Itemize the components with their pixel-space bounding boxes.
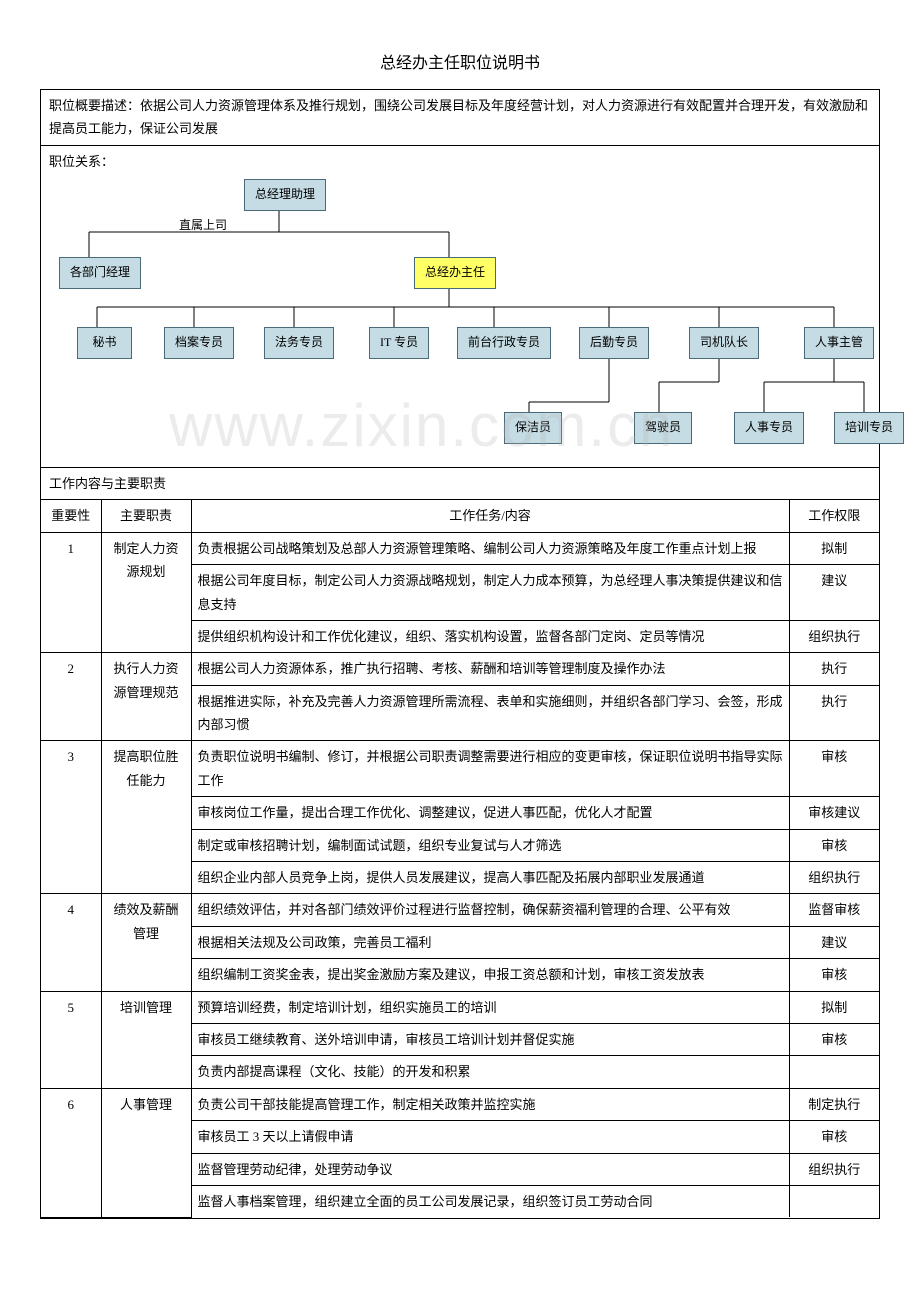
cell-duty: 绩效及薪酬管理 [101, 894, 191, 991]
cell-task: 监督管理劳动纪律，处理劳动争议 [191, 1153, 789, 1185]
cell-task: 组织绩效评估，并对各部门绩效评价过程进行监督控制，确保薪资福利管理的合理、公平有… [191, 894, 789, 926]
table-row: 6人事管理负责公司干部技能提高管理工作，制定相关政策并监控实施制定执行 [41, 1088, 879, 1120]
cell-auth: 审核 [789, 959, 879, 991]
cell-auth: 建议 [789, 926, 879, 958]
node-r3-6: 司机队长 [689, 327, 759, 359]
cell-task: 审核岗位工作量，提出合理工作优化、调整建议，促进人事匹配，优化人才配置 [191, 797, 789, 829]
cell-auth: 审核 [789, 829, 879, 861]
node-r3-0: 秘书 [77, 327, 132, 359]
cell-duty: 提高职位胜任能力 [101, 741, 191, 894]
node-r3-1: 档案专员 [164, 327, 234, 359]
th-priority: 重要性 [41, 500, 101, 532]
cell-priority: 1 [41, 532, 101, 653]
cell-auth: 组织执行 [789, 620, 879, 652]
cell-auth: 拟制 [789, 532, 879, 564]
cell-task: 负责公司干部技能提高管理工作，制定相关政策并监控实施 [191, 1088, 789, 1120]
cell-auth: 执行 [789, 685, 879, 741]
cell-auth: 拟制 [789, 991, 879, 1023]
cell-auth: 执行 [789, 653, 879, 685]
relation-label: 职位关系： [49, 150, 871, 173]
table-row: 2执行人力资源管理规范根据公司人力资源体系，推广执行招聘、考核、薪酬和培训等管理… [41, 653, 879, 685]
duties-table: 重要性 主要职责 工作任务/内容 工作权限 1制定人力资源规划负责根据公司战略策… [41, 500, 879, 1217]
cell-auth: 审核 [789, 741, 879, 797]
cell-auth: 建议 [789, 565, 879, 621]
cell-auth: 组织执行 [789, 1153, 879, 1185]
cell-task: 组织企业内部人员竞争上岗，提供人员发展建议，提高人事匹配及拓展内部职业发展通道 [191, 862, 789, 894]
cell-auth: 审核建议 [789, 797, 879, 829]
cell-priority: 2 [41, 653, 101, 741]
cell-duty: 人事管理 [101, 1088, 191, 1217]
node-r3-3: IT 专员 [369, 327, 429, 359]
cell-duty: 培训管理 [101, 991, 191, 1088]
cell-task: 负责根据公司战略策划及总部人力资源管理策略、编制公司人力资源策略及年度工作重点计… [191, 532, 789, 564]
cell-task: 根据公司年度目标，制定公司人力资源战略规划，制定人力成本预算，为总经理人事决策提… [191, 565, 789, 621]
table-row: 4绩效及薪酬管理组织绩效评估，并对各部门绩效评价过程进行监督控制，确保薪资福利管… [41, 894, 879, 926]
overview-label: 职位概要描述： [49, 98, 140, 113]
cell-task: 根据公司人力资源体系，推广执行招聘、考核、薪酬和培训等管理制度及操作办法 [191, 653, 789, 685]
cell-task: 负责内部提高课程（文化、技能）的开发和积累 [191, 1056, 789, 1088]
cell-task: 根据相关法规及公司政策，完善员工福利 [191, 926, 789, 958]
cell-priority: 3 [41, 741, 101, 894]
cell-duty: 制定人力资源规划 [101, 532, 191, 653]
cell-task: 审核员工 3 天以上请假申请 [191, 1121, 789, 1153]
cell-duty: 执行人力资源管理规范 [101, 653, 191, 741]
cell-priority: 6 [41, 1088, 101, 1217]
side-label-supervisor: 直属上司 [179, 215, 227, 237]
cell-task: 组织编制工资奖金表，提出奖金激励方案及建议，申报工资总额和计划，审核工资发放表 [191, 959, 789, 991]
node-r3-2: 法务专员 [264, 327, 334, 359]
org-chart: 直属上司 总经理助理 各部门经理 总经办主任 秘书 档案专员 法务专员 IT 专… [49, 177, 871, 457]
table-row: 3提高职位胜任能力负责职位说明书编制、修订，并根据公司职责调整需要进行相应的变更… [41, 741, 879, 797]
node-r4-3: 培训专员 [834, 412, 904, 444]
th-auth: 工作权限 [789, 500, 879, 532]
watermark: www.zixin.com.cn [169, 372, 674, 480]
table-row: 5培训管理预算培训经费，制定培训计划，组织实施员工的培训拟制 [41, 991, 879, 1023]
table-row: 1制定人力资源规划负责根据公司战略策划及总部人力资源管理策略、编制公司人力资源策… [41, 532, 879, 564]
cell-task: 提供组织机构设计和工作优化建议，组织、落实机构设置，监督各部门定岗、定员等情况 [191, 620, 789, 652]
th-task: 工作任务/内容 [191, 500, 789, 532]
cell-auth: 组织执行 [789, 862, 879, 894]
cell-priority: 5 [41, 991, 101, 1088]
cell-task: 预算培训经费，制定培训计划，组织实施员工的培训 [191, 991, 789, 1023]
node-top: 总经理助理 [244, 179, 326, 211]
cell-auth [789, 1185, 879, 1217]
relation-section: 职位关系： [41, 146, 879, 468]
cell-task: 制定或审核招聘计划，编制面试试题，组织专业复试与人才筛选 [191, 829, 789, 861]
node-r3-7: 人事主管 [804, 327, 874, 359]
cell-task: 根据推进实际，补充及完善人力资源管理所需流程、表单和实施细则，并组织各部门学习、… [191, 685, 789, 741]
overview-section: 职位概要描述：依据公司人力资源管理体系及推行规划，围绕公司发展目标及年度经营计划… [41, 90, 879, 146]
page-title: 总经办主任职位说明书 [40, 50, 880, 79]
th-duty: 主要职责 [101, 500, 191, 532]
cell-auth: 制定执行 [789, 1088, 879, 1120]
cell-task: 负责职位说明书编制、修订，并根据公司职责调整需要进行相应的变更审核，保证职位说明… [191, 741, 789, 797]
node-left-peer: 各部门经理 [59, 257, 141, 289]
cell-task: 监督人事档案管理，组织建立全面的员工公司发展记录，组织签订员工劳动合同 [191, 1185, 789, 1217]
node-r4-1: 驾驶员 [634, 412, 692, 444]
cell-priority: 4 [41, 894, 101, 991]
node-r4-0: 保洁员 [504, 412, 562, 444]
node-r4-2: 人事专员 [734, 412, 804, 444]
node-r3-5: 后勤专员 [579, 327, 649, 359]
document-frame: 职位概要描述：依据公司人力资源管理体系及推行规划，围绕公司发展目标及年度经营计划… [40, 89, 880, 1219]
node-r3-4: 前台行政专员 [457, 327, 551, 359]
overview-text: 依据公司人力资源管理体系及推行规划，围绕公司发展目标及年度经营计划，对人力资源进… [49, 98, 868, 136]
cell-auth: 监督审核 [789, 894, 879, 926]
cell-task: 审核员工继续教育、送外培训申请，审核员工培训计划并督促实施 [191, 1024, 789, 1056]
cell-auth: 审核 [789, 1121, 879, 1153]
cell-auth [789, 1056, 879, 1088]
duties-header: 工作内容与主要职责 [41, 468, 879, 500]
node-center: 总经办主任 [414, 257, 496, 289]
cell-auth: 审核 [789, 1024, 879, 1056]
